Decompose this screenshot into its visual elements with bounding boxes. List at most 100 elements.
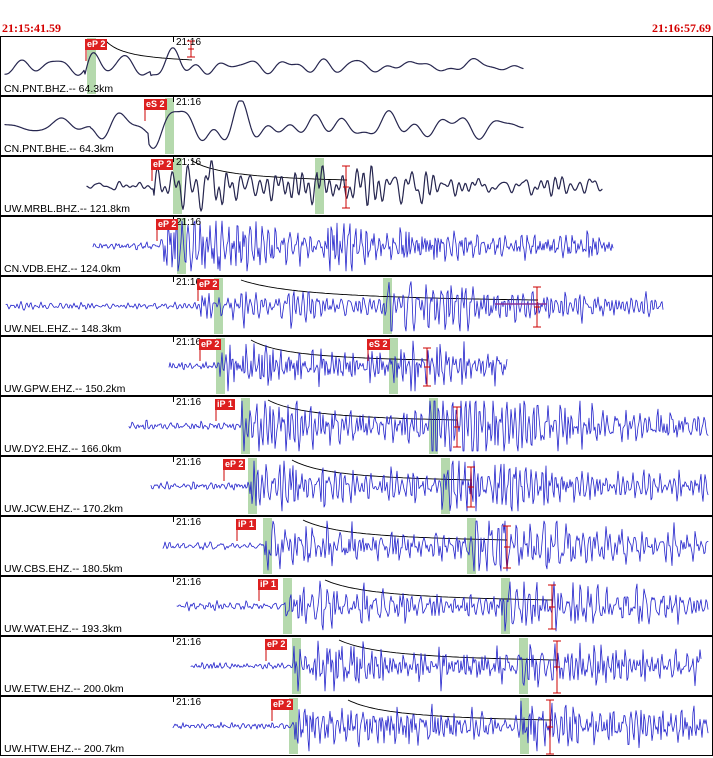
predicted-arrival-band bbox=[165, 98, 174, 154]
predicted-arrival-band bbox=[283, 578, 292, 634]
duration-marker[interactable] bbox=[453, 406, 461, 448]
station-label: CN.VDB.EHZ.-- 124.0km bbox=[4, 263, 121, 275]
trace-panel-uw-wat-ehz[interactable]: 21:16 iP 1 UW.WAT.EHZ.-- 193.3km bbox=[0, 576, 713, 636]
minute-tick bbox=[173, 577, 174, 582]
time-label: 21:16 bbox=[176, 97, 202, 108]
predicted-arrival-band bbox=[383, 278, 392, 334]
waveform-canvas bbox=[4, 98, 524, 154]
station-label: UW.HTW.EHZ.-- 200.7km bbox=[4, 743, 125, 755]
trace-panel-uw-dy2-ehz[interactable]: 21:16 iP 1 UW.DY2.EHZ.-- 166.0km bbox=[0, 396, 713, 456]
trace-panel-uw-jcw-ehz[interactable]: 21:16 eP 2 UW.JCW.EHZ.-- 170.2km bbox=[0, 456, 713, 516]
predicted-arrival-band bbox=[263, 518, 272, 574]
station-label: UW.GPW.EHZ.-- 150.2km bbox=[4, 383, 126, 395]
minute-tick bbox=[173, 277, 174, 282]
pick-flag[interactable]: eP 2 bbox=[199, 339, 222, 350]
station-label: UW.ETW.EHZ.-- 200.0km bbox=[4, 683, 124, 695]
predicted-arrival-band bbox=[248, 458, 257, 514]
duration-marker[interactable] bbox=[533, 286, 541, 328]
waveform-canvas bbox=[176, 578, 709, 634]
predicted-arrival-band bbox=[519, 638, 528, 694]
station-label: UW.CBS.EHZ.-- 180.5km bbox=[4, 563, 123, 575]
station-label: UW.NEL.EHZ.-- 148.3km bbox=[4, 323, 122, 335]
window-end-time: 21:16:57.69 bbox=[652, 21, 711, 35]
pick-flag[interactable]: iP 1 bbox=[236, 519, 256, 530]
coda-decay-curve bbox=[250, 339, 429, 361]
trace-panel-cn-pnt-bhe[interactable]: 21:16 eS 2 CN.PNT.BHE.-- 64.3km bbox=[0, 96, 713, 156]
minute-tick bbox=[173, 97, 174, 102]
predicted-arrival-band bbox=[389, 338, 398, 394]
pick-flag[interactable]: eP 2 bbox=[265, 639, 288, 650]
duration-marker[interactable] bbox=[187, 40, 195, 58]
time-label: 21:16 bbox=[176, 37, 202, 48]
seismogram-trace bbox=[4, 47, 524, 77]
coda-decay-curve bbox=[302, 519, 508, 541]
seismogram-trace bbox=[92, 220, 614, 272]
seismogram-trace bbox=[176, 580, 709, 632]
window-start-time: 21:15:41.59 bbox=[2, 21, 61, 35]
time-label: 21:16 bbox=[176, 337, 202, 348]
seismogram-trace bbox=[162, 520, 709, 572]
trace-panel-cn-vdb-ehz[interactable]: 21:16 eP 2 CN.VDB.EHZ.-- 124.0km bbox=[0, 216, 713, 276]
station-label: UW.JCW.EHZ.-- 170.2km bbox=[4, 503, 124, 515]
predicted-arrival-band bbox=[214, 278, 223, 334]
station-label: UW.MRBL.BHZ.-- 121.8km bbox=[4, 203, 131, 215]
trace-panel-uw-nel-ehz[interactable]: 21:16 eP 2 UW.NEL.EHZ.-- 148.3km bbox=[0, 276, 713, 336]
trace-panel-list: 21:16 eP 2 CN.PNT.BHZ.-- 64.3km 21:16 eS 2 CN… bbox=[0, 36, 713, 756]
waveform-canvas bbox=[150, 458, 709, 514]
seismogram-trace bbox=[86, 160, 603, 212]
predicted-arrival-band bbox=[87, 38, 96, 94]
duration-marker[interactable] bbox=[503, 525, 511, 569]
waveform-canvas bbox=[190, 638, 702, 694]
trace-panel-uw-cbs-ehz[interactable]: 21:16 iP 1 UW.CBS.EHZ.-- 180.5km bbox=[0, 516, 713, 576]
minute-tick bbox=[173, 37, 174, 42]
pick-flag[interactable]: eP 2 bbox=[156, 219, 179, 230]
duration-marker[interactable] bbox=[467, 466, 475, 508]
time-window-bar: 21:15:41.59 21:16:57.69 bbox=[2, 21, 711, 36]
time-label: 21:16 bbox=[176, 157, 202, 168]
duration-marker[interactable] bbox=[342, 165, 350, 209]
seismogram-trace bbox=[168, 340, 508, 392]
pick-flag[interactable]: eS 2 bbox=[144, 99, 167, 110]
time-label: 21:16 bbox=[176, 697, 202, 708]
coda-decay-curve bbox=[104, 39, 193, 61]
pick-flag[interactable]: eP 2 bbox=[151, 159, 174, 170]
pick-flag[interactable]: eS 2 bbox=[367, 339, 390, 350]
duration-marker[interactable] bbox=[546, 699, 554, 755]
duration-marker[interactable] bbox=[423, 347, 431, 387]
trace-panel-uw-mrbl-bhz[interactable]: 21:16 eP 2 UW.MRBL.BHZ.-- 121.8km bbox=[0, 156, 713, 216]
predicted-arrival-band bbox=[177, 218, 186, 274]
trace-panel-cn-pnt-bhz[interactable]: 21:16 eP 2 CN.PNT.BHZ.-- 64.3km bbox=[0, 36, 713, 96]
waveform-canvas bbox=[172, 698, 709, 755]
time-label: 21:16 bbox=[176, 397, 202, 408]
trace-panel-uw-etw-ehz[interactable]: 21:16 eP 2 UW.ETW.EHZ.-- 200.0km bbox=[0, 636, 713, 696]
seismogram-trace bbox=[4, 100, 524, 149]
event-header: 60546041 UW Jun 26, 2013 21:15:40.74 49.… bbox=[2, 0, 713, 21]
coda-decay-curve bbox=[347, 699, 553, 721]
trace-panel-uw-htw-ehz[interactable]: 21:16 eP 2 UW.HTW.EHZ.-- 200.7km bbox=[0, 696, 713, 756]
waveform-canvas bbox=[86, 158, 603, 214]
time-label: 21:16 bbox=[176, 577, 202, 588]
minute-tick bbox=[173, 397, 174, 402]
pick-flag[interactable]: eP 2 bbox=[271, 699, 294, 710]
time-label: 21:16 bbox=[176, 277, 202, 288]
pick-flag[interactable]: iP 1 bbox=[215, 399, 235, 410]
coda-decay-curve bbox=[324, 579, 554, 601]
minute-tick bbox=[173, 337, 174, 342]
waveform-canvas bbox=[4, 38, 524, 94]
time-label: 21:16 bbox=[176, 217, 202, 228]
duration-marker[interactable] bbox=[553, 640, 561, 694]
duration-marker[interactable] bbox=[548, 584, 556, 630]
pick-flag[interactable]: eP 2 bbox=[85, 39, 108, 50]
pick-flag[interactable]: eP 2 bbox=[223, 459, 246, 470]
predicted-arrival-band bbox=[467, 518, 476, 574]
station-label: UW.DY2.EHZ.-- 166.0km bbox=[4, 443, 122, 455]
minute-tick bbox=[173, 157, 174, 162]
seismogram-trace bbox=[172, 700, 709, 752]
pick-flag[interactable]: eP 2 bbox=[197, 279, 220, 290]
seismogram-trace bbox=[5, 281, 664, 332]
pick-flag[interactable]: iP 1 bbox=[258, 579, 278, 590]
time-label: 21:16 bbox=[176, 457, 202, 468]
station-label: CN.PNT.BHE.-- 64.3km bbox=[4, 143, 114, 155]
trace-panel-uw-gpw-ehz[interactable]: 21:16 eP 2 eS 2 UW.GPW.EHZ.-- 150.2km bbox=[0, 336, 713, 396]
